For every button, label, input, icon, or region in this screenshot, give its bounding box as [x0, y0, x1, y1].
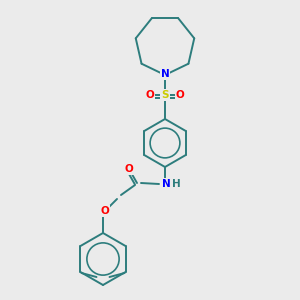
Text: N: N: [160, 69, 169, 79]
Text: S: S: [161, 90, 169, 100]
Text: O: O: [176, 90, 184, 100]
Text: N: N: [162, 179, 170, 189]
Text: H: H: [172, 179, 181, 189]
Text: O: O: [124, 164, 134, 174]
Text: O: O: [100, 206, 109, 216]
Text: O: O: [146, 90, 154, 100]
